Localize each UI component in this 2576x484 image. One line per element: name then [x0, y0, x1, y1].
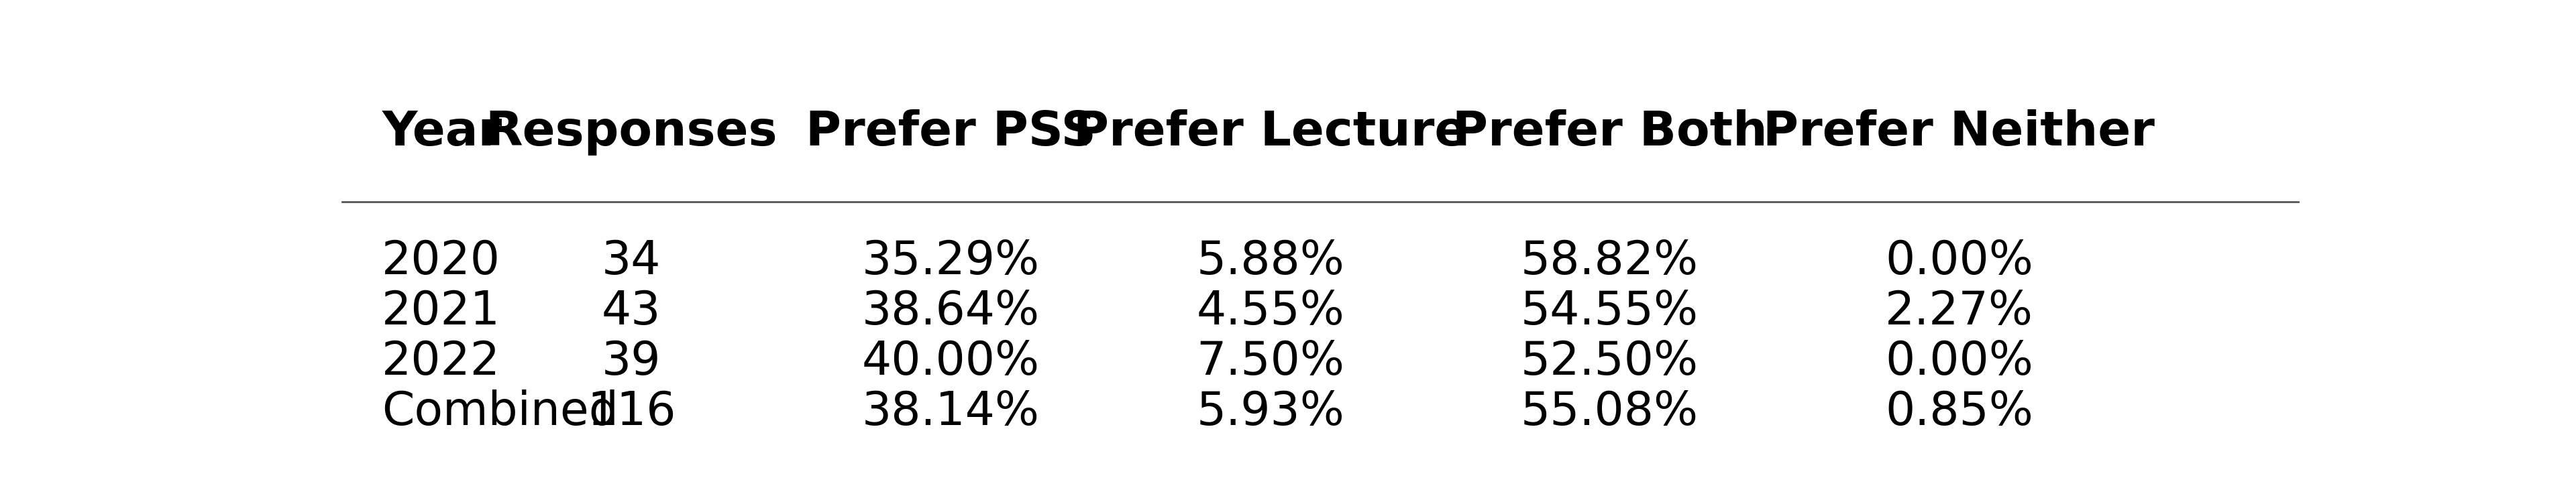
Text: 34: 34 [603, 239, 662, 284]
Text: 0.85%: 0.85% [1886, 390, 2032, 435]
Text: 54.55%: 54.55% [1520, 289, 1698, 334]
Text: 35.29%: 35.29% [863, 239, 1041, 284]
Text: 55.08%: 55.08% [1520, 390, 1698, 435]
Text: 38.14%: 38.14% [863, 390, 1041, 435]
Text: 40.00%: 40.00% [863, 339, 1041, 384]
Text: 2022: 2022 [381, 339, 500, 384]
Text: Prefer Both: Prefer Both [1453, 109, 1767, 156]
Text: 2021: 2021 [381, 289, 500, 334]
Text: Prefer Neither: Prefer Neither [1762, 109, 2156, 156]
Text: 38.64%: 38.64% [863, 289, 1041, 334]
Text: 2020: 2020 [381, 239, 500, 284]
Text: 4.55%: 4.55% [1195, 289, 1345, 334]
Text: Combined: Combined [381, 390, 618, 435]
Text: 5.88%: 5.88% [1195, 239, 1345, 284]
Text: 7.50%: 7.50% [1195, 339, 1345, 384]
Text: Prefer PSS: Prefer PSS [806, 109, 1095, 156]
Text: 5.93%: 5.93% [1195, 390, 1345, 435]
Text: Prefer Lecture: Prefer Lecture [1074, 109, 1468, 156]
Text: 39: 39 [603, 339, 662, 384]
Text: Year: Year [381, 109, 502, 156]
Text: 2.27%: 2.27% [1886, 289, 2032, 334]
Text: 58.82%: 58.82% [1520, 239, 1698, 284]
Text: 43: 43 [603, 289, 662, 334]
Text: 0.00%: 0.00% [1886, 339, 2032, 384]
Text: 52.50%: 52.50% [1520, 339, 1698, 384]
Text: 0.00%: 0.00% [1886, 239, 2032, 284]
Text: Responses: Responses [484, 109, 778, 156]
Text: 116: 116 [587, 390, 675, 435]
